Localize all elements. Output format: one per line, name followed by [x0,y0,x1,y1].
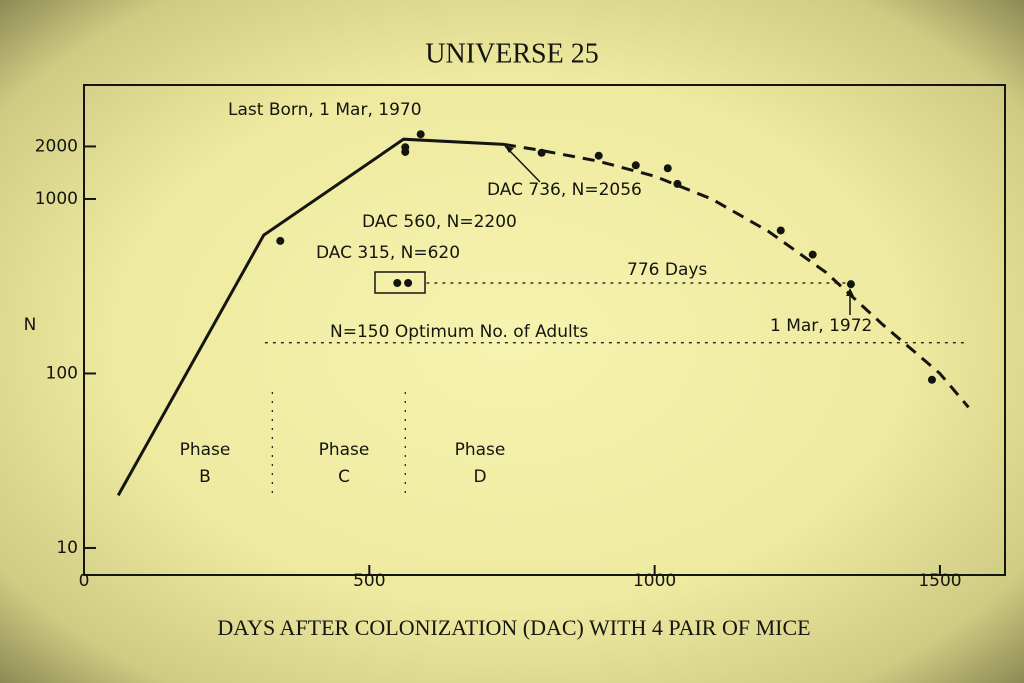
line [503,142,970,409]
data-point [401,147,410,156]
data-point [276,236,285,245]
data-point [404,278,413,287]
arrow [504,145,541,183]
data-point [846,280,855,289]
phase-label: Phase [455,440,506,460]
x-tick-label: 1000 [633,571,676,591]
annotation: DAC 736, N=2056 [487,180,642,200]
data-point [808,250,817,259]
data-point [673,179,682,188]
annotation: DAC 560, N=2200 [362,212,517,232]
phase-label: Phase [180,440,231,460]
line [116,137,505,497]
x-tick-label: 500 [353,571,385,591]
data-point [393,278,402,287]
y-tick-label: 1000 [35,189,78,209]
data-point [663,164,672,173]
highlight-box [374,271,426,294]
annotation: N=150 Optimum No. of Adults [330,322,588,342]
y-tick-label: 100 [46,363,78,383]
data-point [537,148,546,157]
phase-label: Phase [319,440,370,460]
x-tick-label: 1500 [918,571,961,591]
chart-title: UNIVERSE 25 [425,38,598,69]
annotation: DAC 315, N=620 [316,243,460,263]
plot-frame [83,84,1006,576]
data-point [631,161,640,170]
data-point [594,151,603,160]
arrow-head [505,146,514,153]
y-tick-label: 10 [56,538,78,558]
x-tick-label: 0 [79,571,90,591]
data-point [416,130,425,139]
x-axis-label: DAYS AFTER COLONIZATION (DAC) WITH 4 PAI… [217,615,810,640]
annotation: Last Born, 1 Mar, 1970 [228,100,422,120]
annotation: 776 Days [627,260,707,280]
y-tick-label: 2000 [35,136,78,156]
phase-label: D [473,467,486,487]
data-point [776,226,785,235]
y-axis-label: N [24,315,37,335]
phase-label: B [199,467,211,487]
data-point [927,375,936,384]
annotation: 1 Mar, 1972 [770,316,872,336]
phase-label: C [338,467,350,487]
